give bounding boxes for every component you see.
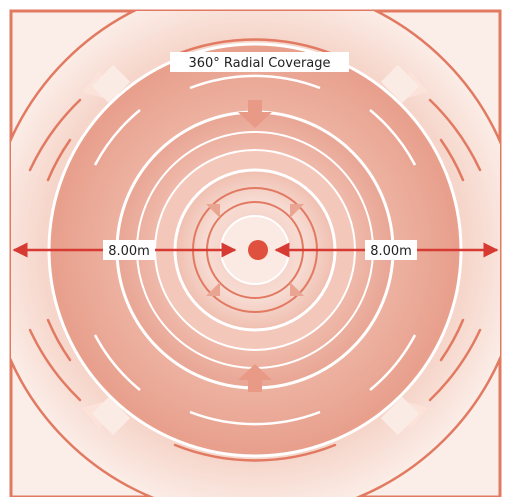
right-distance-text: 8.00m bbox=[370, 244, 412, 259]
center-source-dot bbox=[248, 240, 268, 260]
left-distance-text: 8.00m bbox=[108, 244, 150, 259]
right-distance-label: 8.00m bbox=[365, 240, 417, 260]
title-text: 360° Radial Coverage bbox=[188, 56, 330, 71]
title-label: 360° Radial Coverage bbox=[170, 52, 349, 72]
left-distance-label: 8.00m bbox=[103, 240, 155, 260]
